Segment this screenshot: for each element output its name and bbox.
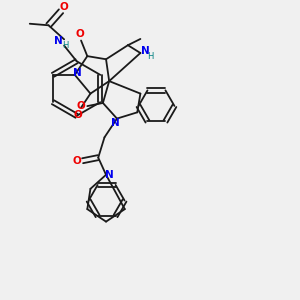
Text: O: O: [60, 2, 68, 12]
Text: N: N: [105, 170, 113, 180]
Text: N: N: [73, 68, 82, 78]
Text: O: O: [75, 29, 84, 39]
Text: H: H: [62, 41, 69, 50]
Text: N: N: [141, 46, 149, 56]
Text: N: N: [111, 118, 120, 128]
Text: O: O: [77, 101, 85, 111]
Text: O: O: [72, 156, 81, 166]
Text: O: O: [74, 110, 82, 121]
Text: N: N: [53, 36, 62, 46]
Text: H: H: [147, 52, 154, 62]
